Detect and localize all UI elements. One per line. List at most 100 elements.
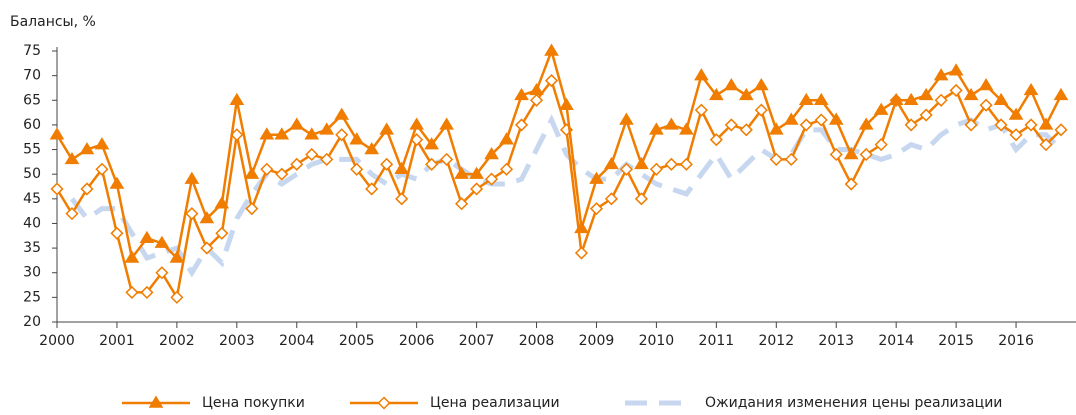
diamond-marker (50, 182, 64, 196)
x-tick-label: 2013 (818, 333, 854, 349)
diamond-marker (215, 226, 229, 240)
legend-label: Ожидания изменения цены реализации (705, 395, 1002, 411)
diamond-marker (200, 241, 214, 255)
diamond-marker (919, 108, 933, 122)
diamond-marker (155, 266, 169, 280)
triangle-marker (109, 176, 125, 189)
diamond-marker (275, 167, 289, 181)
diamond-marker (440, 152, 454, 166)
diamond-marker (80, 182, 94, 196)
triangle-marker (634, 156, 649, 170)
triangle-marker (694, 68, 709, 81)
diamond-marker (664, 157, 678, 171)
x-tick-label: 2003 (219, 333, 255, 349)
diamond-marker (170, 290, 184, 304)
triangle-marker (499, 132, 514, 145)
x-tick-label: 2005 (339, 333, 375, 349)
diamond-marker (739, 123, 753, 137)
triangle-marker (274, 127, 290, 140)
triangle-marker (664, 117, 679, 130)
triangle-marker (169, 250, 185, 263)
triangle-marker (334, 107, 350, 120)
triangle-marker (574, 220, 589, 234)
triangle-marker (1053, 87, 1069, 101)
triangle-marker (139, 230, 155, 243)
triangle-marker (79, 142, 95, 155)
diamond-marker (589, 202, 604, 216)
triangle-marker (529, 82, 544, 96)
y-tick-label: 60 (23, 117, 41, 133)
diamond-marker (799, 118, 813, 132)
diamond-marker (724, 118, 738, 132)
triangle-marker (289, 117, 305, 130)
diamond-marker (260, 162, 274, 176)
triangle-marker (184, 171, 200, 184)
triangle-marker (379, 122, 395, 135)
y-tick-label: 45 (23, 191, 41, 207)
diamond-marker (395, 192, 409, 206)
diamond-marker (994, 118, 1008, 132)
x-tick-label: 2000 (39, 333, 75, 349)
diamond-marker (305, 147, 319, 162)
y-tick-label: 25 (23, 289, 41, 305)
diamond-marker (784, 152, 798, 166)
x-tick-label: 2016 (998, 333, 1034, 349)
triangle-marker (798, 92, 814, 106)
diamond-marker (694, 103, 708, 117)
diamond-marker (1024, 118, 1038, 132)
triangle-marker (394, 161, 409, 175)
series-line (55, 77, 1062, 301)
triangle-marker (933, 68, 949, 81)
diamond-marker (1054, 123, 1068, 137)
diamond-marker (65, 207, 79, 221)
triangle-marker (424, 137, 439, 150)
y-tick-label: 55 (23, 142, 41, 158)
x-tick-label: 2015 (938, 333, 974, 349)
triangle-marker (559, 97, 574, 110)
triangle-marker (679, 122, 694, 135)
y-tick-label: 35 (23, 240, 41, 256)
triangle-marker (828, 112, 844, 125)
diamond-marker (544, 74, 559, 88)
triangle-marker (873, 102, 889, 115)
triangle-marker (709, 87, 724, 101)
triangle-marker (64, 151, 80, 165)
x-tick-label: 2009 (579, 333, 615, 349)
legend-label: Цена покупки (202, 395, 305, 411)
diamond-marker (485, 172, 499, 186)
triangle-marker (604, 156, 619, 170)
series-line (55, 46, 1063, 261)
diamond-marker (350, 162, 364, 176)
triangle-marker (439, 117, 454, 130)
triangle-marker (843, 147, 859, 160)
triangle-marker (229, 92, 245, 106)
triangle-marker (963, 87, 979, 101)
diamond-marker (335, 128, 349, 142)
triangle-marker (259, 127, 275, 140)
triangle-marker (49, 127, 65, 140)
y-tick-label: 65 (23, 92, 41, 108)
diamond-marker (110, 226, 124, 240)
triangle-marker (768, 122, 784, 135)
diamond-marker (769, 152, 783, 166)
x-tick-label: 2002 (159, 333, 195, 349)
diamond-marker (874, 138, 888, 152)
x-tick-label: 2004 (279, 333, 315, 349)
triangle-marker (94, 137, 110, 150)
triangle-marker (619, 112, 634, 125)
y-tick-label: 75 (23, 43, 41, 59)
diamond-marker (634, 192, 648, 206)
triangle-marker (738, 87, 754, 101)
diamond-marker (829, 147, 843, 162)
triangle-marker (1038, 117, 1054, 130)
triangle-marker (154, 235, 170, 248)
diamond-marker (125, 285, 139, 299)
triangle-marker (948, 63, 964, 76)
diamond-marker (140, 285, 154, 299)
triangle-marker (753, 78, 769, 91)
x-tick-label: 2012 (758, 333, 794, 349)
diamond-marker (365, 182, 379, 196)
diamond-marker (574, 246, 589, 260)
diamond-marker (1009, 128, 1023, 142)
diamond-marker (529, 93, 544, 107)
